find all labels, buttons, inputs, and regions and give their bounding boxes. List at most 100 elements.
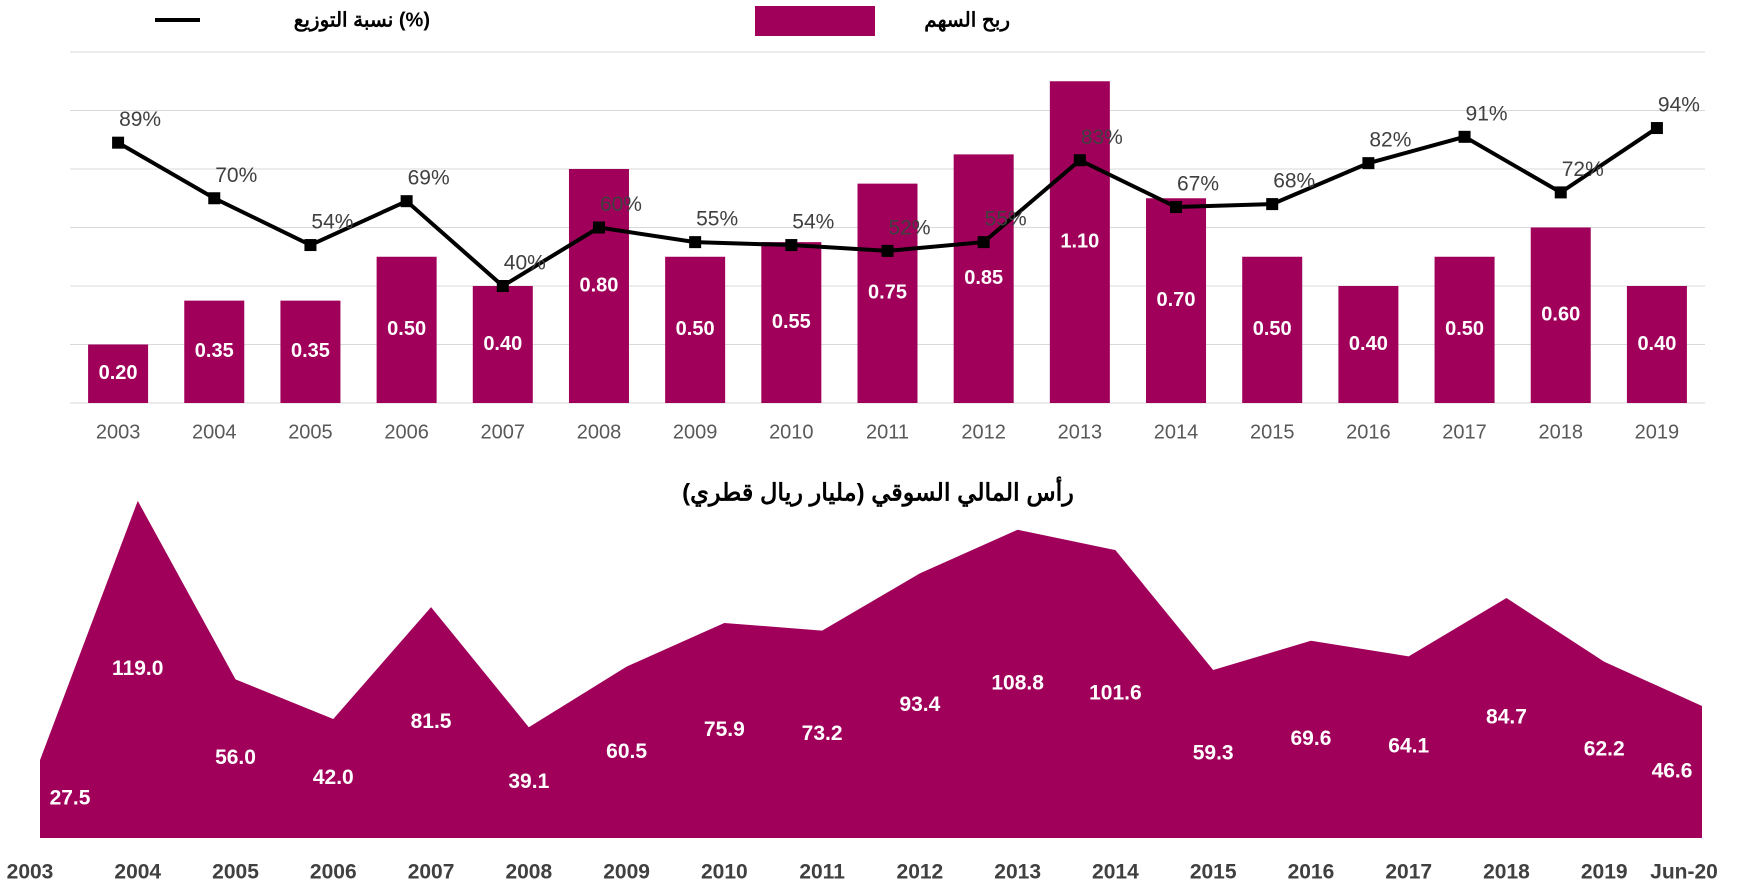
bar [1530,227,1591,403]
x-tick-label: 2015 [1250,421,1295,443]
area-value-label: 73.2 [802,722,843,745]
line-marker [1650,122,1663,135]
area-value-label: 62.2 [1584,737,1625,760]
line-value-label: 72% [1562,158,1604,181]
bar-value-label: 1.10 [1060,230,1099,252]
x-tick-label: 2006 [310,861,357,884]
line-marker [208,192,221,205]
bar-value-label: 0.75 [868,282,907,304]
bar [88,344,149,403]
area-value-label: 56.0 [215,746,256,769]
x-tick-label: 2012 [961,421,1006,443]
area-value-label: 108.8 [991,671,1044,694]
line-marker [689,236,702,249]
x-tick-label: 2006 [384,421,429,443]
line-value-label: 94% [1658,94,1700,117]
legend-label: ربح السهم [924,9,1010,32]
line-value-label: 40% [504,252,546,275]
line-value-label: 52% [888,216,930,239]
x-tick-label: 2018 [1538,421,1583,443]
line-marker [1554,186,1567,199]
bar [665,256,726,403]
x-tick-label: 2005 [288,421,333,443]
x-tick-label: 2017 [1442,421,1487,443]
x-tick-label: 2008 [505,861,552,884]
bar [1434,256,1495,403]
bar-value-label: 0.20 [99,362,138,384]
x-tick-label: Jun-20 [1650,861,1718,884]
bar [1242,256,1303,403]
x-tick-label: 2009 [603,861,650,884]
bar-value-label: 0.55 [772,311,811,333]
x-tick-label: 2019 [1635,421,1680,443]
x-tick-label: 2013 [994,861,1041,884]
bar [1338,286,1399,403]
bar [761,242,822,403]
x-tick-label: 2012 [897,861,944,884]
x-tick-label: 2014 [1154,421,1199,443]
area-value-label: 64.1 [1388,735,1429,758]
area-value-label: 93.4 [899,693,940,716]
line-value-label: 70% [215,164,257,187]
line-value-label: 67% [1177,173,1219,196]
line-value-label: 89% [119,108,161,131]
x-tick-label: 2011 [866,421,909,443]
x-tick-label: 2004 [192,421,237,443]
bar [184,300,245,403]
bar [280,300,341,403]
line-marker [592,221,605,234]
x-tick-label: 2003 [7,861,54,884]
bar-value-label: 0.35 [195,340,234,362]
area-value-label: 46.6 [1652,760,1693,783]
x-tick-label: 2013 [1058,421,1103,443]
area-value-label: 27.5 [50,787,91,810]
line-value-label: 54% [792,211,834,234]
line-marker [400,195,413,208]
line-marker [496,280,509,292]
line-value-label: 55% [985,208,1027,231]
x-tick-label: 2011 [799,861,845,884]
x-tick-label: 2008 [577,421,622,443]
line-value-label: 55% [696,208,738,231]
x-tick-label: 2016 [1288,861,1335,884]
line-value-label: 83% [1081,126,1123,149]
area-value-label: 84.7 [1486,706,1527,729]
line-marker [1073,154,1086,167]
x-tick-label: 2015 [1190,861,1237,884]
area-value-label: 42.0 [313,766,354,789]
bar-value-label: 0.40 [1637,333,1676,355]
line-value-label: 91% [1466,102,1508,125]
bar-value-label: 0.50 [1445,318,1484,340]
area-value-label: 101.6 [1089,682,1142,705]
line-marker [1170,201,1183,214]
line-value-label: 82% [1369,129,1411,152]
bar-value-label: 0.70 [1157,289,1196,311]
area-value-label: 69.6 [1291,727,1332,750]
x-tick-label: 2009 [673,421,718,443]
area-value-label: 59.3 [1193,742,1234,765]
line-marker [785,239,798,252]
bar-value-label: 0.50 [1253,318,1292,340]
x-tick-label: 2007 [481,421,526,443]
line-marker [1458,130,1471,143]
bar-value-label: 0.40 [483,333,522,355]
x-tick-label: 2005 [212,861,259,884]
x-tick-label: 2016 [1346,421,1391,443]
bar [376,256,437,403]
line-marker [304,239,317,252]
x-tick-label: 2010 [769,421,814,443]
area-value-label: 81.5 [411,710,452,733]
legend-label: نسبة التوزيع (%) [294,9,430,32]
x-tick-label: 2017 [1385,861,1432,884]
bar-value-label: 0.35 [291,340,330,362]
bar-value-label: 0.40 [1349,333,1388,355]
x-tick-label: 2014 [1092,861,1139,884]
line-marker [1362,157,1375,170]
bar [953,154,1014,403]
x-tick-label: 2019 [1581,861,1628,884]
x-tick-label: 2004 [114,861,161,884]
bar [1626,286,1687,403]
line-marker [977,236,990,249]
area-value-label: 119.0 [112,657,163,680]
